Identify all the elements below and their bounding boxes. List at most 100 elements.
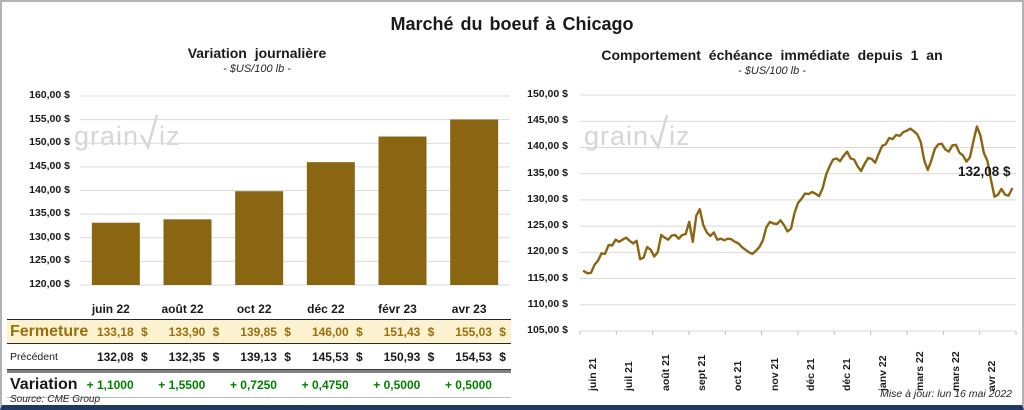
currency-symbol [349,378,363,392]
value-number: + 0,4750 [301,378,349,392]
value-cell: 155,03 $ [439,325,511,339]
y-axis-label: 105,00 $ [527,324,568,336]
value-number: 139,13 [240,349,277,364]
y-axis-label: 125,00 $ [29,254,70,267]
value-number: + 0,5000 [444,378,492,392]
value-cell: 151,43 $ [368,325,440,339]
price-line [582,125,1014,275]
x-axis-label: oct 21 [732,360,745,391]
table-header-cell: août 22 [161,301,204,316]
currency-symbol: $ [355,324,363,339]
y-axis-label: 130,00 $ [29,230,70,243]
bar-août 22 [163,219,212,285]
value-cell: 145,53 $ [296,350,368,364]
y-axis-label: 160,00 $ [29,89,70,101]
currency-symbol [277,378,291,392]
y-axis-label: 115,00 $ [527,271,568,284]
value-cell: 139,85 $ [224,325,296,339]
currency-symbol: $ [212,324,220,339]
value-number: + 0,5000 [373,378,421,392]
y-axis-label: 145,00 $ [29,159,70,172]
watermark-text-left: grain [584,121,650,151]
bar-chart-subtitle: - $US/100 lb - [223,63,291,75]
bar-oct 22 [235,191,284,285]
y-axis-label: 135,00 $ [527,166,568,179]
last-price-label: 132,08 $ [958,164,1011,179]
currency-symbol: $ [355,349,363,364]
update-note: Mise à jour: lun 16 mai 2022 [880,388,1012,400]
value-number: 151,43 [383,324,421,339]
row-label: Variation [10,376,78,393]
line-chart-subtitle: - $US/100 lb - [738,65,806,77]
currency-symbol [205,378,219,392]
y-axis-label: 150,00 $ [29,136,70,149]
watermark-text-left: grain [74,121,140,151]
currency-symbol: $ [212,349,220,364]
x-axis-label: janv 22 [877,355,890,391]
grainwiz-watermark: grain iz [74,112,181,151]
value-number: 145,53 [311,349,349,364]
bar-avr 23 [450,119,499,285]
y-axis-label: 155,00 $ [29,112,70,125]
currency-symbol: $ [284,349,291,364]
x-axis-label: déc 21 [841,358,854,391]
value-number: + 0,7250 [229,378,277,392]
value-number: 132,35 [168,349,206,364]
table-header-cell: févr 23 [378,301,417,316]
value-cell: 132,08 $ [81,350,153,364]
row-label: Précédent [10,350,58,363]
x-axis-label: déc 21 [804,358,817,391]
x-axis-label: mars 22 [950,351,962,391]
value-number: 155,03 [455,324,492,339]
value-number: 154,53 [455,349,492,364]
x-axis-label: sept 21 [695,354,708,391]
value-cell: + 0,5000 [368,378,440,392]
table-header-cell: avr 23 [451,301,487,316]
value-cell: + 1,5500 [153,378,225,392]
table-thick-divider [7,369,511,373]
value-number: + 1,5500 [158,378,206,392]
bar-chart-svg [80,95,510,286]
x-axis-label: mars 22 [913,351,926,391]
value-cell: 150,93 $ [368,350,440,364]
y-axis-label: 120,00 $ [527,245,568,258]
value-number: 146,00 [311,324,349,339]
currency-symbol [492,378,506,392]
value-cell: 154,53 $ [439,350,511,364]
value-cell: + 0,5000 [439,378,511,392]
x-axis-label: août 21 [659,354,672,391]
line-chart-y-axis: 150,00 $ 145,00 $ 140,00 $ 135,00 $ 130,00 $… [502,2,576,352]
watermark-text-right: iz [669,121,691,151]
y-axis-label: 130,00 $ [527,192,568,205]
value-cell: + 0,4750 [296,378,368,392]
table-row-variation: Variation + 1,1000 + 1,5500 + 0,7250 + 0,475… [7,373,511,398]
y-axis-label: 110,00 $ [527,297,568,310]
currency-symbol: $ [427,349,435,364]
currency-symbol [420,378,434,392]
bar-chart-title: Variation journalière [187,45,327,61]
value-cell: 139,13 $ [224,350,296,364]
bar-juin 22 [91,222,140,285]
currency-symbol: $ [140,349,148,364]
table-header-cell: oct 22 [236,301,272,316]
y-axis-label: 140,00 $ [29,183,70,196]
table-row-close: Fermeture 133,18 $133,90 $139,85 $ 146,00 $151… [7,319,511,344]
value-cell: + 0,7250 [224,378,296,392]
currency-symbol [134,378,148,392]
row-label: Fermeture [10,322,89,340]
value-number: 132,08 [96,349,134,364]
source-note: Source: CME Group [10,394,101,405]
table-row-previous: Précédent 132,08 $132,35 $139,13 $145,53 $150… [7,344,511,369]
value-cell: 132,35 $ [153,350,225,364]
x-axis-label: nov 21 [768,357,781,391]
table-header-cell: déc 22 [307,301,345,316]
bar-déc 22 [306,162,355,285]
value-cell: 133,90 $ [153,325,225,339]
currency-symbol: $ [427,324,435,339]
currency-symbol: $ [284,324,291,339]
y-axis-label: 135,00 $ [29,207,70,220]
value-number: 150,93 [383,349,421,364]
value-number: 133,18 [96,324,134,339]
x-axis-label: avr 22 [986,360,999,391]
